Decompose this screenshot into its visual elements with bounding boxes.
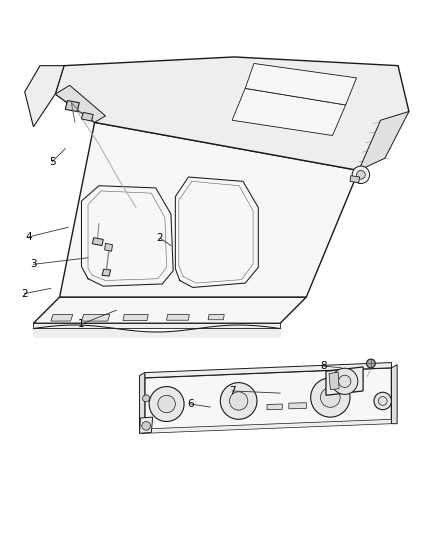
Text: 5: 5 xyxy=(49,157,56,167)
Polygon shape xyxy=(145,362,392,378)
Circle shape xyxy=(332,368,358,394)
Circle shape xyxy=(158,395,175,413)
Polygon shape xyxy=(329,372,339,390)
Circle shape xyxy=(230,392,248,410)
Polygon shape xyxy=(33,297,306,323)
Polygon shape xyxy=(392,365,397,424)
Text: 2: 2 xyxy=(157,233,163,243)
Circle shape xyxy=(367,359,375,368)
Circle shape xyxy=(378,397,387,405)
Polygon shape xyxy=(65,101,79,111)
Polygon shape xyxy=(81,112,93,121)
Text: 2: 2 xyxy=(21,288,28,298)
Polygon shape xyxy=(140,417,152,433)
Polygon shape xyxy=(102,269,111,276)
Polygon shape xyxy=(245,63,357,105)
Polygon shape xyxy=(359,111,409,171)
Polygon shape xyxy=(145,368,392,430)
Polygon shape xyxy=(51,314,73,321)
Circle shape xyxy=(357,171,365,179)
Circle shape xyxy=(311,378,350,417)
Polygon shape xyxy=(25,66,64,127)
Circle shape xyxy=(374,392,392,410)
Polygon shape xyxy=(350,176,360,183)
Polygon shape xyxy=(55,57,409,171)
Polygon shape xyxy=(289,403,306,409)
Text: 6: 6 xyxy=(187,399,194,409)
Text: 7: 7 xyxy=(229,386,235,396)
Polygon shape xyxy=(81,314,110,321)
Polygon shape xyxy=(60,123,359,297)
Polygon shape xyxy=(92,238,103,246)
Circle shape xyxy=(352,166,370,183)
Polygon shape xyxy=(33,323,280,328)
Circle shape xyxy=(321,387,340,407)
Polygon shape xyxy=(140,373,145,433)
Circle shape xyxy=(220,383,257,419)
Polygon shape xyxy=(145,419,392,433)
Text: 4: 4 xyxy=(26,232,32,242)
Polygon shape xyxy=(55,85,106,123)
Polygon shape xyxy=(123,314,148,321)
Polygon shape xyxy=(105,244,113,251)
Text: 3: 3 xyxy=(30,260,37,269)
Circle shape xyxy=(143,395,150,402)
Polygon shape xyxy=(208,314,224,320)
Text: 1: 1 xyxy=(78,319,85,329)
Circle shape xyxy=(149,386,184,422)
Polygon shape xyxy=(326,367,363,395)
Text: 8: 8 xyxy=(321,361,327,371)
Circle shape xyxy=(339,375,351,387)
Polygon shape xyxy=(232,88,346,135)
Polygon shape xyxy=(267,404,283,410)
Circle shape xyxy=(142,422,150,430)
Polygon shape xyxy=(166,314,189,320)
